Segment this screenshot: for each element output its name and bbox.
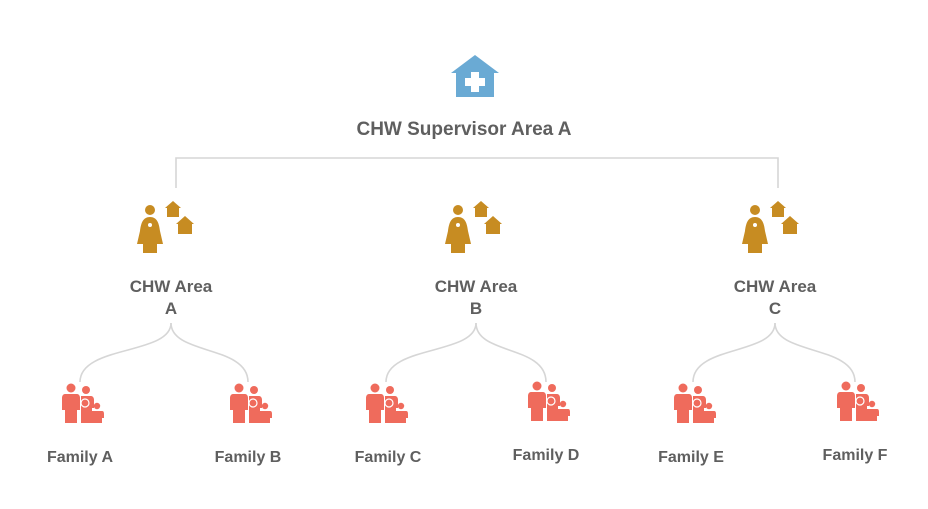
community-health-worker-icon — [445, 201, 502, 253]
family-label-e: Family E — [658, 449, 724, 466]
branch-area-a-family-a — [79, 322, 172, 383]
community-health-worker-icon — [137, 201, 194, 253]
family-label-c: Family C — [354, 449, 422, 466]
area-label-line1: CHW Area — [733, 277, 817, 296]
supervisor-label: CHW Supervisor Area A — [356, 119, 572, 140]
community-health-worker-icon — [742, 201, 799, 253]
branch-area-c-family-f — [774, 322, 856, 383]
area-label-line2: A — [164, 299, 178, 318]
branch-area-a-family-b — [170, 322, 249, 383]
area-label-a: CHW Area A — [91, 276, 251, 320]
area-label-b: CHW Area B — [396, 276, 556, 320]
family-icon — [837, 381, 879, 421]
health-facility-icon — [451, 55, 499, 97]
family-icon — [62, 383, 104, 423]
supervisor-bracket — [175, 157, 779, 188]
family-icon — [674, 383, 716, 423]
family-label-f: Family F — [822, 447, 888, 464]
area-label-line1: CHW Area — [434, 277, 518, 296]
family-label-b: Family B — [214, 449, 282, 466]
family-label-a: Family A — [46, 449, 114, 466]
area-label-line2: C — [768, 299, 782, 318]
branch-area-b-family-c — [385, 322, 477, 383]
branch-area-b-family-d — [475, 322, 547, 383]
area-label-line1: CHW Area — [129, 277, 213, 296]
family-icon — [366, 383, 408, 423]
area-label-line2: B — [469, 299, 483, 318]
family-icon — [230, 383, 272, 423]
area-label-c: CHW Area C — [695, 276, 855, 320]
branch-area-c-family-e — [692, 322, 776, 383]
family-icon — [528, 381, 570, 421]
family-label-d: Family D — [512, 447, 580, 464]
